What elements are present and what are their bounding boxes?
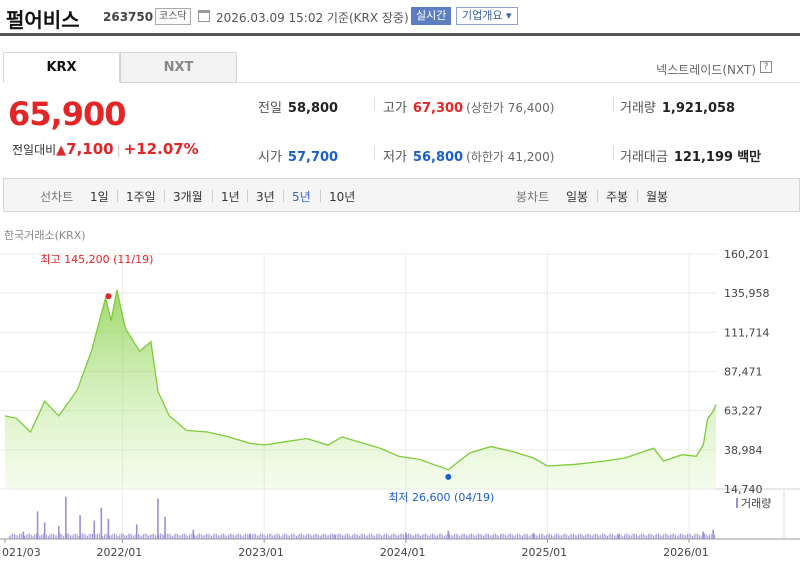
candle-monthly[interactable]: 월봉	[646, 190, 669, 204]
change-value: 7,100	[66, 140, 114, 158]
candle-daily[interactable]: 일봉	[566, 190, 589, 204]
low-value: 56,800	[412, 150, 464, 165]
prev-close-value: 58,800	[287, 101, 339, 116]
volume-value: 1,921,058	[661, 101, 736, 116]
calendar-icon	[198, 10, 210, 22]
tab-krx[interactable]: KRX	[3, 52, 120, 83]
y-tick-label: 63,227	[724, 405, 763, 418]
upper-limit: (상한가 76,400)	[466, 101, 555, 115]
tab-nxt[interactable]: NXT	[120, 52, 237, 83]
x-tick-label: 2025/01	[521, 546, 567, 559]
nxt-link[interactable]: 넥스트레이드(NXT)	[656, 63, 756, 77]
low-price: 저가 56,800 (하한가 41,200)	[383, 146, 554, 165]
y-tick-label: 87,471	[724, 365, 763, 378]
high-marker	[105, 293, 112, 300]
volume-legend-label: 거래량	[741, 497, 771, 510]
change-percent: +12.07%	[123, 140, 199, 158]
y-tick-label: 14,740	[724, 483, 763, 496]
stock-name: 펄어비스	[6, 8, 80, 32]
period-1d[interactable]: 1일	[90, 190, 109, 204]
realtime-badge[interactable]: 실시간	[411, 7, 452, 25]
low-annotation: 최저 26,600 (04/19)	[388, 491, 494, 504]
prev-close: 전일 58,800	[258, 97, 338, 116]
high-annotation: 최고 145,200 (11/19)	[40, 253, 153, 266]
low-label: 저가	[383, 150, 407, 165]
tab-divider	[237, 82, 800, 83]
market-badge: 코스닥	[155, 8, 191, 25]
company-info-button[interactable]: 기업개요 ▾	[456, 7, 518, 25]
open-label: 시가	[258, 150, 282, 165]
amount-value: 121,199	[673, 150, 734, 165]
y-tick-label: 38,984	[724, 444, 763, 457]
help-icon[interactable]: ?	[760, 61, 772, 73]
exchange-label: 한국거래소(KRX)	[4, 229, 86, 242]
x-tick-label: 021/03	[2, 546, 41, 559]
candle-chart-label: 봉차트	[516, 190, 550, 204]
price-line	[4, 289, 717, 471]
x-tick-label: 2026/01	[663, 546, 709, 559]
amount-label: 거래대금	[620, 150, 668, 165]
change-label: 전일대비	[12, 143, 57, 157]
up-arrow-icon: ▲	[56, 143, 67, 158]
volume: 거래량 1,921,058	[620, 97, 735, 116]
y-tick-label: 111,714	[724, 326, 770, 339]
price-area-fill	[5, 289, 716, 489]
prev-close-label: 전일	[258, 101, 282, 116]
timestamp: 2026.03.09 15:02 기준(KRX 장중)	[216, 11, 409, 25]
x-tick-label: 2024/01	[380, 546, 426, 559]
price-change: 전일대비▲7,100 | +12.07%	[12, 140, 199, 158]
lower-limit: (하한가 41,200)	[466, 150, 555, 164]
y-tick-label: 160,201	[724, 248, 770, 261]
amount-unit: 백만	[737, 150, 762, 165]
period-3y[interactable]: 3년	[256, 190, 275, 204]
period-1w[interactable]: 1주일	[126, 190, 156, 204]
high-label: 고가	[383, 101, 407, 116]
period-3m[interactable]: 3개월	[173, 190, 203, 204]
volume-label: 거래량	[620, 101, 656, 116]
open-value: 57,700	[287, 150, 339, 165]
y-tick-label: 135,958	[724, 287, 770, 300]
stock-code: 263750	[103, 10, 154, 24]
trade-amount: 거래대금 121,199 백만	[620, 146, 761, 165]
stock-header: 펄어비스 263750 코스닥 2026.03.09 15:02 기준(KRX …	[0, 0, 800, 36]
x-tick-label: 2023/01	[238, 546, 284, 559]
candle-weekly[interactable]: 주봉	[606, 190, 629, 204]
high-price: 고가 67,300 (상한가 76,400)	[383, 97, 554, 116]
open-price: 시가 57,700	[258, 146, 338, 165]
current-price: 65,900	[8, 95, 126, 133]
volume-legend-swatch	[736, 498, 738, 508]
period-10y[interactable]: 10년	[329, 190, 356, 204]
period-5y[interactable]: 5년	[292, 190, 311, 204]
low-marker	[445, 473, 452, 480]
period-1y[interactable]: 1년	[221, 190, 240, 204]
line-chart-label: 선차트	[40, 190, 74, 204]
x-tick-label: 2022/01	[97, 546, 143, 559]
chart-toolbar: 선차트 1일 1주일 3개월 1년 3년 5년 10년 봉차트 일봉 주봉 월봉	[3, 178, 800, 212]
high-value: 67,300	[412, 101, 464, 116]
